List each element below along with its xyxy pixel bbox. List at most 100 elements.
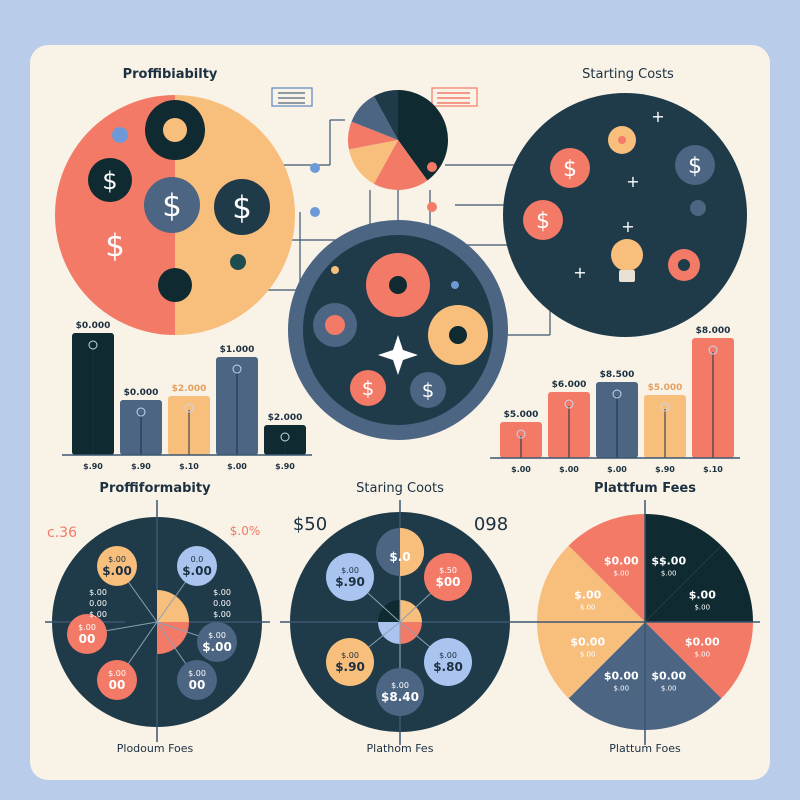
corner-label: $.0% [230,524,261,538]
slice-sub-label: $.00 [580,651,596,659]
slice-sub-label: $.00 [661,684,677,692]
bar-axis-label: $.00 [607,465,627,474]
pie-slice [645,622,722,730]
connector-node [427,162,437,172]
side-label: 0.00 [213,599,231,608]
value-bubble [197,622,237,662]
bar-axis-label: $.00 [511,465,531,474]
pie-slice [537,622,645,699]
center-quadrant [400,622,422,644]
value-bubble [424,553,472,601]
bubble-value: $8.40 [381,690,419,704]
bar-marker [516,429,526,439]
dollar-coin-icon [675,145,715,185]
slice-sub-label: $.00 [694,603,710,611]
bar-axis-label: $.00 [227,462,247,471]
bar-axis-label: $.10 [179,462,199,471]
pie-slice [568,622,645,731]
side-label: $.00 [213,610,231,619]
bar-value-label: $0.000 [124,388,159,398]
dot-icon [158,268,192,302]
bar-marker [280,432,290,442]
corner-label: 098 [474,514,508,535]
bar-value-label: $2.000 [268,413,303,423]
bar-axis-label: $.10 [703,465,723,474]
bubble-sub-label: $.00 [108,669,126,678]
value-bubble [326,553,374,601]
bar-value-label: $5.000 [504,410,539,420]
dollar-sign-icon: $ [422,379,435,402]
pie-slice [373,90,398,140]
sparkle-icon: + [651,107,664,126]
slice-value: $0.00 [604,555,639,568]
dollar-coin-icon [350,370,386,406]
bar-value-label: $8.500 [600,370,635,380]
slice-sub-label: $.00 [580,603,596,611]
side-label: $.00 [89,588,107,597]
side-label: 0.00 [89,599,107,608]
dot-icon [230,254,246,270]
side-label: $.00 [89,610,107,619]
bar-value-label: $2.000 [172,384,207,394]
bar-marker [184,403,194,413]
callout-box [431,87,478,107]
pie-slice [537,545,645,622]
pie-slice [373,140,428,190]
bubble-sub-label: $.00 [341,651,359,660]
pie-slice [398,90,448,181]
value-bubble [67,614,107,654]
bar-axis-label: $.90 [83,462,103,471]
bubble-sub-label: $.00 [391,681,409,690]
panel-title: Staring Coots [356,481,444,496]
bar-marker [88,340,98,350]
dot-icon [451,281,459,289]
ring-center [163,118,187,142]
slice-value: $0.00 [685,636,720,649]
panel-footer: Plattum Foes [609,742,681,755]
pie-slice [645,514,722,622]
bubble-value: $.90 [335,575,365,589]
bubble-value: 00 [189,678,206,692]
ring-center [618,136,626,144]
callout-box [271,87,313,107]
panel-title: Proffiformabity [99,481,211,496]
slice-value: $.00 [574,588,601,601]
bubble-sub-label: $.00 [439,651,457,660]
bar-axis-label: $.90 [655,465,675,474]
dollar-coin-icon [523,200,563,240]
bar-axis-label: $.90 [131,462,151,471]
bubble-value: $.90 [335,660,365,674]
panel-footer: Plathom Fes [367,742,434,755]
ring-center [389,276,407,294]
bar-value-label: $5.000 [648,383,683,393]
bubble-value: 00 [79,632,96,646]
bubble-sub-label: $.00 [108,555,126,564]
slice-value: $0.00 [570,636,605,649]
dollar-coin-icon [410,372,446,408]
dollar-sign-icon: $ [563,157,577,182]
pie-slice [351,96,398,140]
pie-slice [645,622,753,699]
dollar-sign-icon: $ [162,188,182,224]
ring-center [449,326,467,344]
bar-marker [612,389,622,399]
slice-value: $$.00 [651,555,686,568]
profitability-circle-left [55,95,175,335]
slice-value: $.00 [689,588,716,601]
value-bubble [424,638,472,686]
bubble-sub-label: $.00 [341,566,359,575]
lightbulb-icon [611,239,643,271]
bubble-value: $.00 [202,640,232,654]
center-quadrant [157,590,189,622]
value-bubble [97,660,137,700]
bar-marker [660,402,670,412]
top-right-title: Starting Costs [582,67,674,82]
slice-sub-label: $.00 [613,684,629,692]
dollar-sign-icon: $ [688,154,702,179]
corner-label: $50 [293,514,327,535]
bar-marker [232,364,242,374]
ring-center [325,315,345,335]
lightbulb-base [619,270,635,282]
connector-node [310,207,320,217]
